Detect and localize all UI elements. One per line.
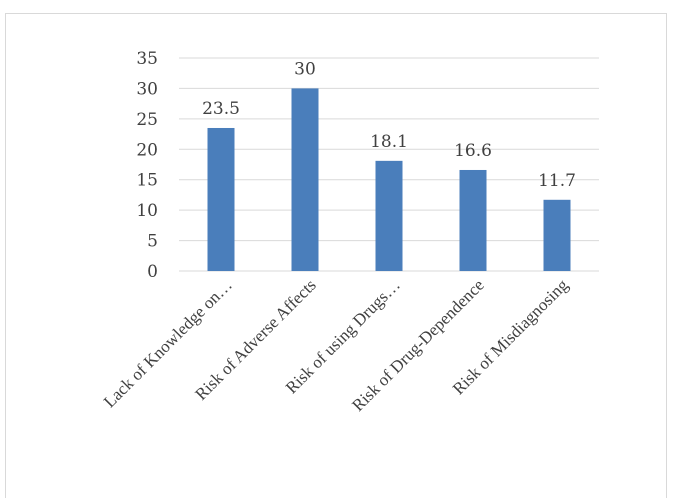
y-tick-label: 30 <box>136 79 158 99</box>
y-tick-label: 10 <box>136 201 158 221</box>
y-tick-label: 20 <box>136 140 158 160</box>
bar <box>375 160 403 271</box>
data-label: 18.1 <box>370 132 408 152</box>
bar <box>207 127 235 271</box>
data-label: 16.6 <box>454 141 492 161</box>
bar <box>291 88 319 271</box>
y-tick-label: 25 <box>136 110 158 130</box>
y-axis-tick-labels: 0 5 10 15 20 25 30 35 <box>136 49 158 282</box>
y-tick-label: 0 <box>147 262 158 282</box>
y-tick-label: 5 <box>147 232 158 252</box>
y-tick-label: 15 <box>136 171 158 191</box>
bar <box>459 169 487 271</box>
x-axis-category-labels: Lack of Knowledge on…Risk of Adverse Aff… <box>100 275 572 415</box>
data-labels: 23.5 30 18.1 16.6 11.7 <box>202 59 576 190</box>
data-label: 30 <box>294 59 316 79</box>
bars <box>207 88 571 271</box>
y-tick-label: 35 <box>136 49 158 69</box>
data-label: 23.5 <box>202 99 240 119</box>
bar <box>543 199 571 271</box>
data-label: 11.7 <box>538 171 576 191</box>
